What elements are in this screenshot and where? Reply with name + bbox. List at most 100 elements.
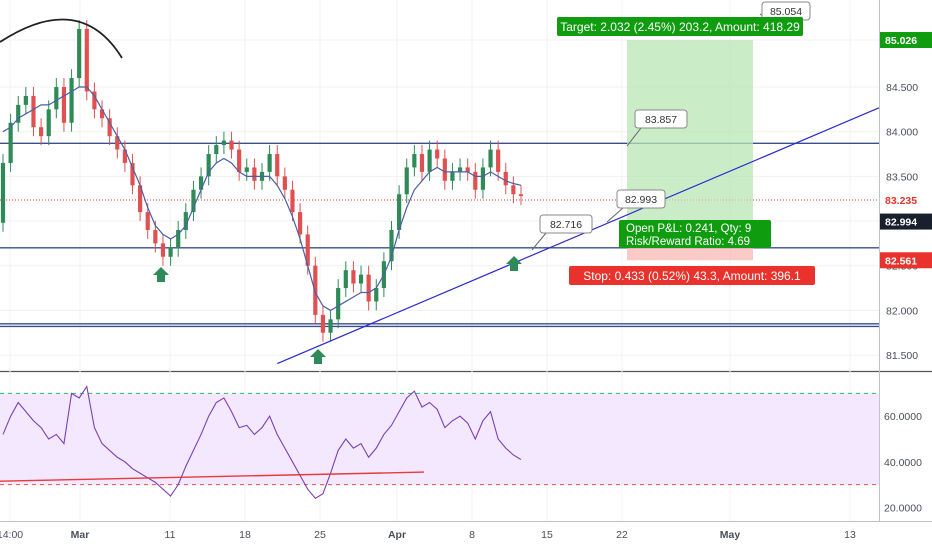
stop-label-text: Stop: 0.433 (0.52%) 43.3, Amount: 396.1 xyxy=(583,269,801,283)
target-label-box xyxy=(557,17,803,36)
candle-body xyxy=(160,243,166,257)
price-callout[interactable]: 83.857 xyxy=(626,109,688,147)
price-callout[interactable]: 82.716 xyxy=(531,214,593,251)
up-arrow-icon[interactable] xyxy=(506,256,522,271)
candle-body xyxy=(61,87,67,123)
price-tick-label: 84.000 xyxy=(886,127,918,139)
candle-body xyxy=(130,162,135,186)
callout-text: 83.857 xyxy=(645,114,677,126)
current-price-tag-text: 83.235 xyxy=(885,195,917,207)
candle-body xyxy=(237,149,242,172)
target-label[interactable]: Target: 2.032 (2.45%) 203.2, Amount: 418… xyxy=(557,17,803,36)
price-callout[interactable]: 85.054 xyxy=(759,1,811,21)
candle-body xyxy=(366,274,371,302)
stop-price-tag-text: 82.561 xyxy=(885,255,917,267)
time-tick-label: 22 xyxy=(616,529,628,541)
drawings[interactable] xyxy=(0,18,522,364)
candle-body xyxy=(305,234,310,266)
candle-body xyxy=(297,212,303,235)
oscillator-tick-label: 60.0000 xyxy=(884,411,922,423)
pnl-label-box xyxy=(619,220,771,248)
price-tick-label: 82.000 xyxy=(886,305,918,317)
target-price-tag-text: 85.026 xyxy=(885,35,917,47)
time-tick-label: 14:00 xyxy=(0,529,23,541)
candle-body xyxy=(389,229,394,262)
candle-body xyxy=(282,176,287,190)
ascending-trendline[interactable] xyxy=(277,107,880,365)
price-callout[interactable]: 82.993 xyxy=(606,189,666,223)
target-price-tag: 85.026 xyxy=(880,32,932,49)
moving-average-line xyxy=(2,86,522,312)
current-price-tag: 83.235 xyxy=(880,192,932,209)
callout-box xyxy=(539,214,593,234)
candle-body xyxy=(115,136,120,150)
candle-body xyxy=(473,171,478,190)
time-tick-label: 8 xyxy=(469,529,475,541)
callout-pointer xyxy=(606,207,624,223)
stop-label[interactable]: Stop: 0.433 (0.52%) 43.3, Amount: 396.1 xyxy=(569,266,815,285)
trade-labels[interactable]: Target: 2.032 (2.45%) 203.2, Amount: 418… xyxy=(557,17,815,285)
callout-box xyxy=(616,189,666,209)
time-tick-label: 11 xyxy=(165,529,176,541)
candle-body xyxy=(229,140,234,150)
candle-body xyxy=(480,167,486,190)
entry-price-tag-box xyxy=(880,213,932,230)
time-tick-label: May xyxy=(720,529,741,541)
candle-body xyxy=(31,95,36,128)
up-arrow-icon[interactable] xyxy=(310,349,326,364)
candle-body xyxy=(457,167,463,172)
candle-body xyxy=(176,229,181,248)
price-callouts[interactable]: 85.054 83.857 82.993 82.716 xyxy=(531,1,811,251)
time-tick-label: 18 xyxy=(239,529,251,541)
candle-body xyxy=(511,185,516,195)
oscillator-line xyxy=(2,385,522,500)
candle-body xyxy=(168,247,173,257)
candle-body xyxy=(0,162,6,223)
oscillator-band xyxy=(0,393,879,485)
oscillator-trendline[interactable] xyxy=(0,471,425,482)
candle-body xyxy=(465,167,470,172)
target-label-text: Target: 2.032 (2.45%) 203.2, Amount: 418… xyxy=(560,20,800,34)
candles xyxy=(0,20,524,342)
candle-body xyxy=(313,265,318,315)
price-axis: 84.50084.00083.50083.00082.50082.00081.5… xyxy=(880,32,932,514)
callout-text: 82.993 xyxy=(625,194,657,206)
candle-body xyxy=(77,28,82,79)
trendline[interactable] xyxy=(277,107,880,365)
candle-body xyxy=(198,176,204,190)
candle-body xyxy=(328,319,333,333)
callout-pointer xyxy=(626,127,642,147)
candle-body xyxy=(46,109,51,137)
time-tick-label: Mar xyxy=(71,529,90,541)
candle-body xyxy=(16,104,21,123)
time-tick-label: 13 xyxy=(844,529,856,541)
candle-body xyxy=(38,127,44,137)
candle-body xyxy=(23,95,28,105)
candle-body xyxy=(267,154,272,172)
candle-body xyxy=(145,212,150,230)
candle-body xyxy=(206,154,211,177)
candle-body xyxy=(8,122,13,163)
moving-average xyxy=(2,86,522,312)
candle-body xyxy=(290,189,295,213)
freehand-arc[interactable] xyxy=(0,18,123,59)
price-tick-label: 84.500 xyxy=(886,82,918,94)
candle-body xyxy=(275,154,280,177)
candle-body xyxy=(252,167,257,181)
callout-pointer xyxy=(531,232,547,251)
candle-body xyxy=(450,171,455,181)
candle-body xyxy=(138,185,143,213)
candle-body xyxy=(122,149,127,163)
entry-price-tag: 82.994 xyxy=(880,213,932,230)
candle-body xyxy=(153,229,158,244)
candle-body xyxy=(107,118,112,137)
current-price-tag-box xyxy=(880,192,932,209)
price-tick-label: 81.500 xyxy=(886,350,918,362)
candle-body xyxy=(404,167,409,195)
time-tick-label: Apr xyxy=(388,529,406,541)
pnl-text: Open P&L: 0.241, Qty: 9 xyxy=(626,223,751,235)
up-arrow-icon[interactable] xyxy=(153,267,169,282)
